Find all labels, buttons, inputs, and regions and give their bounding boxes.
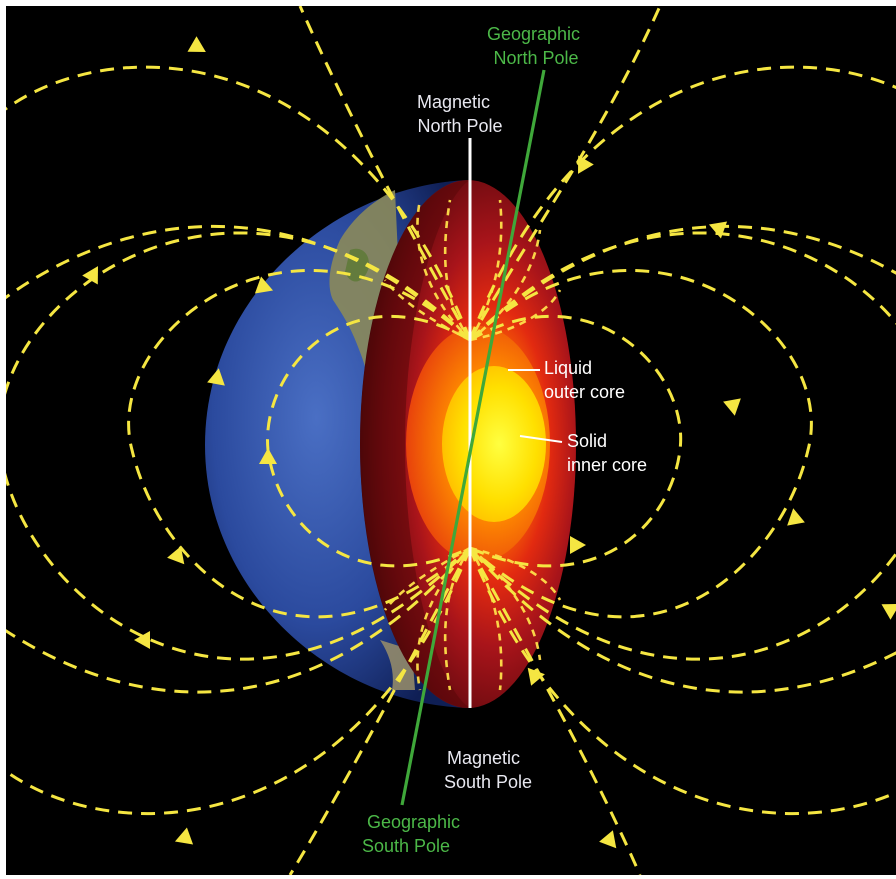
arrow-marker [787, 508, 805, 526]
arrow-marker [207, 368, 225, 386]
arrow-marker [254, 276, 274, 294]
inner-core-leader [519, 435, 563, 443]
liquid-outer-core-label: Liquid outer core [544, 358, 625, 402]
arrow-marker [134, 631, 150, 649]
field-direction-arrows [82, 36, 896, 849]
arrow-marker [259, 448, 277, 464]
arrow-marker [881, 604, 896, 620]
arrow-marker [578, 155, 594, 174]
inner-core [442, 366, 546, 522]
arrow-marker [723, 398, 741, 416]
arrow-marker [187, 36, 206, 52]
arrow-marker [174, 827, 194, 845]
arrow-marker [599, 830, 617, 849]
interior-field-lines [383, 199, 562, 691]
arrow-marker [527, 667, 545, 686]
solid-inner-core-label: Solid inner core [567, 431, 647, 475]
arrow-marker [167, 546, 185, 565]
geographic-south-pole-label: Geographic South Pole [362, 812, 465, 856]
arrow-marker [82, 266, 98, 285]
magnetic-south-pole-label: Magnetic South Pole [444, 748, 532, 792]
arrow-marker [708, 221, 728, 239]
magnetic-north-pole-label: Magnetic North Pole [417, 92, 503, 136]
earth-cutaway [360, 180, 576, 708]
arrow-marker [570, 536, 586, 554]
geographic-north-pole-label: Geographic North Pole [487, 24, 585, 68]
geographic-axis [400, 69, 546, 806]
